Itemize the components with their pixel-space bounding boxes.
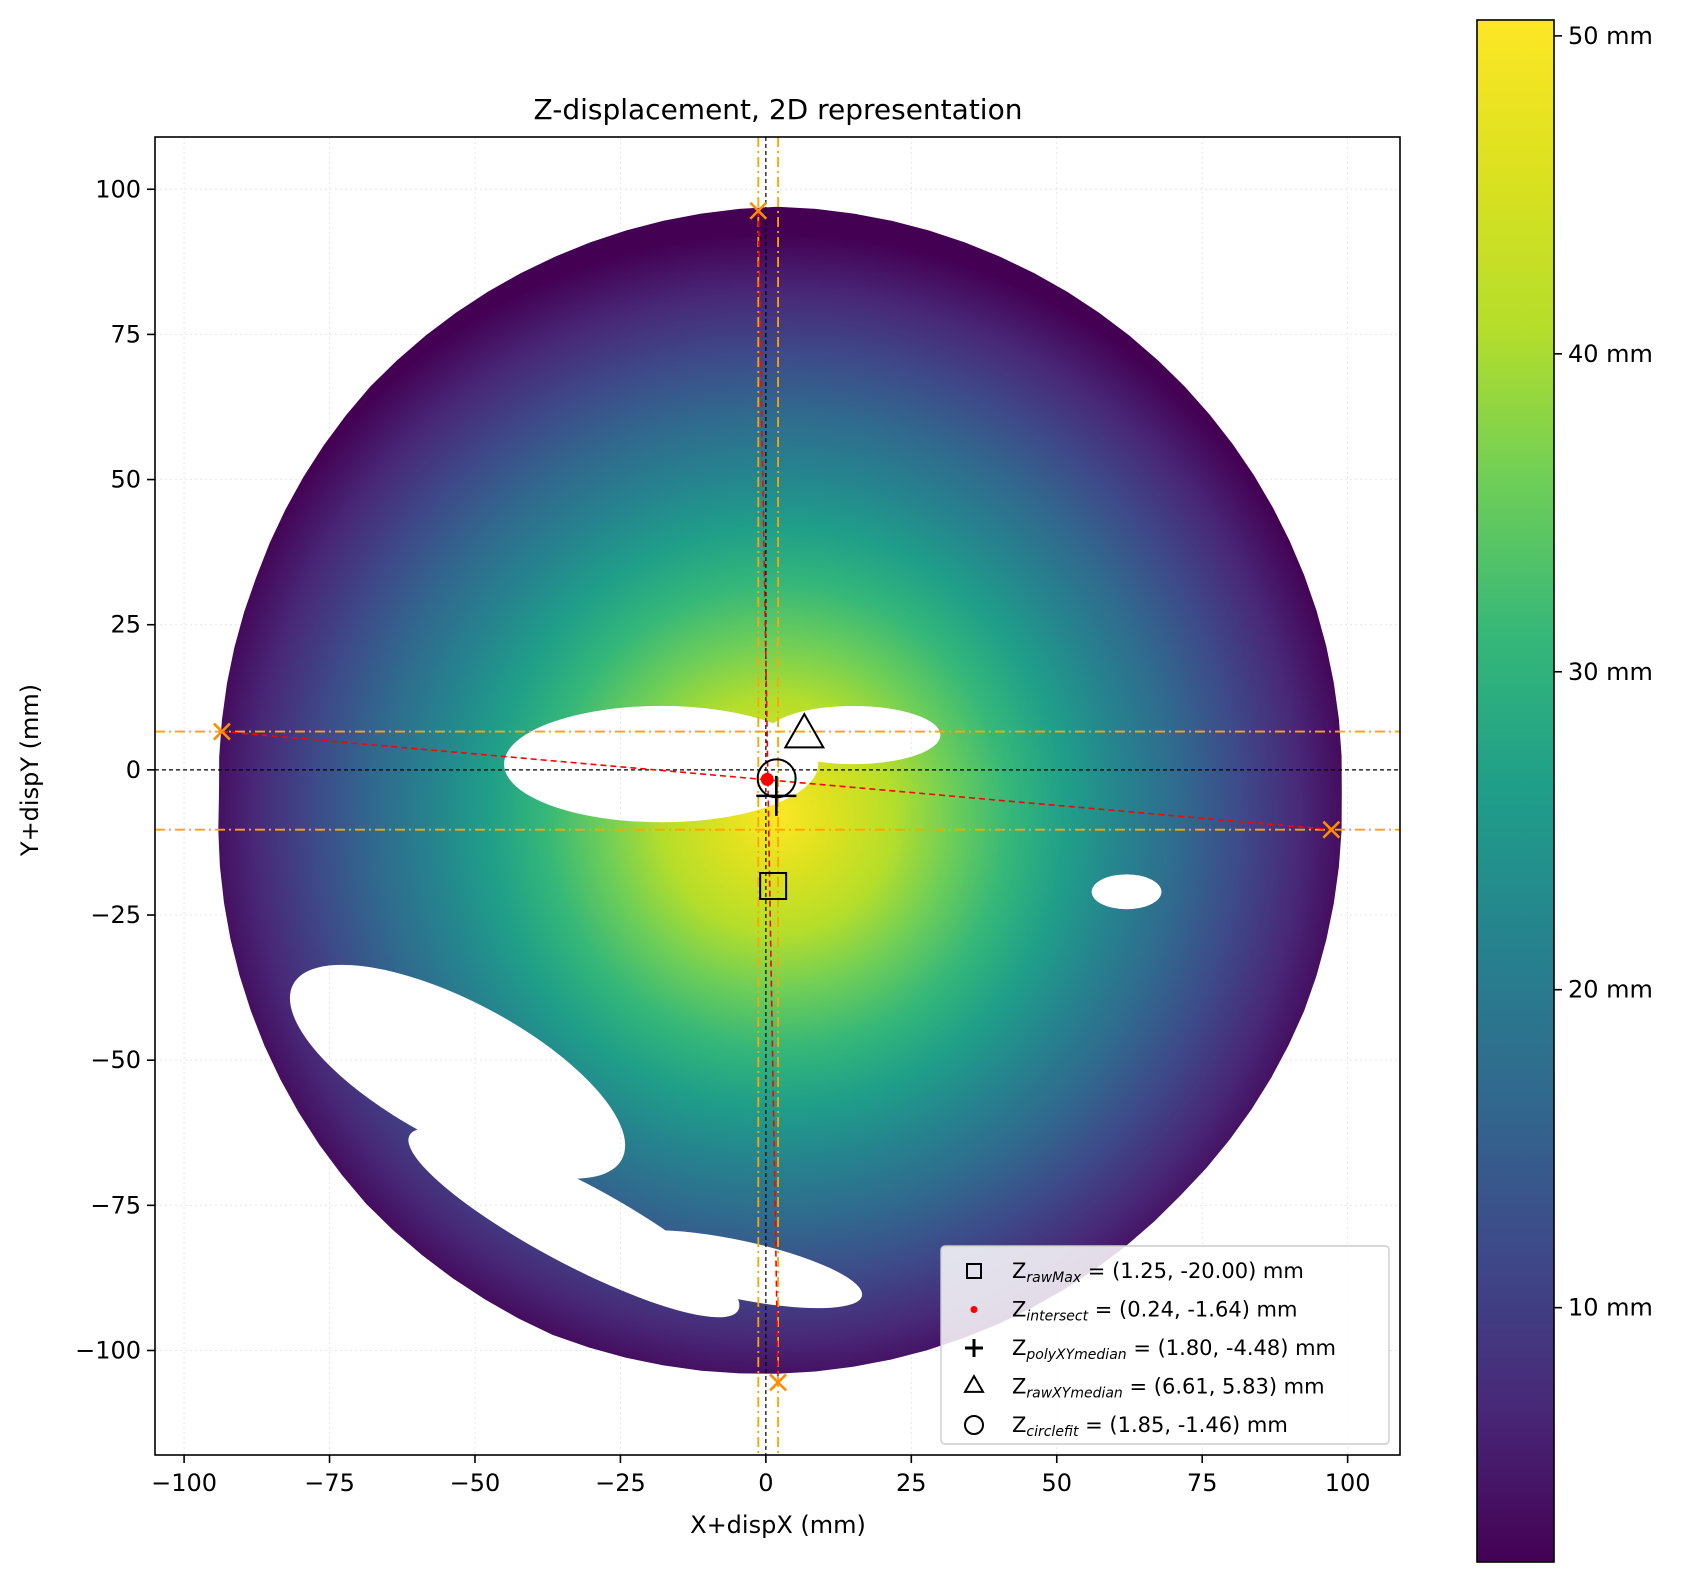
y-tick-label: −75 [90, 1191, 141, 1219]
z-intersect-marker [760, 772, 774, 786]
intersect-line [221, 730, 1332, 831]
z-polyxymedian-marker [756, 775, 797, 816]
colorbar-tick-label: 30 mm [1568, 658, 1653, 686]
center-markers [756, 712, 826, 900]
legend-symbol [970, 1306, 978, 1313]
legend-symbol [963, 1374, 985, 1393]
colorbar-tick-label: 20 mm [1568, 976, 1653, 1004]
legend-entry-label: ZrawMax = (1.25, -20.00) mm [1012, 1259, 1304, 1286]
chart-title: Z-displacement, 2D representation [534, 93, 1023, 126]
y-tick-label: 50 [110, 466, 141, 494]
x-tick-label: −25 [595, 1469, 646, 1497]
y-tick-label: 100 [95, 175, 141, 203]
edge-points [212, 201, 1341, 1392]
x-tick-label: 25 [896, 1469, 927, 1497]
y-tick-label: 0 [126, 756, 141, 784]
plot-area: −100 −75 −50 −25 0 25 50 75 100 −100 −75 −50 −25 0 25… [75, 136, 1401, 1497]
legend-box [940, 1245, 1390, 1445]
y-tick-label: −25 [90, 901, 141, 929]
x-tick-label: 75 [1187, 1469, 1218, 1497]
colorbar-tick-label: 10 mm [1568, 1294, 1653, 1322]
x-tick-label: −100 [151, 1469, 217, 1497]
y-tick-label: −100 [75, 1336, 141, 1364]
x-tick-label: 100 [1325, 1469, 1371, 1497]
legend-entry-label: Zcirclefit = (1.85, -1.46) mm [1012, 1413, 1288, 1440]
y-tick-label: 25 [110, 611, 141, 639]
axes-frame [154, 136, 1401, 1456]
edge-point-marker [749, 201, 768, 220]
x-tick-label: −75 [304, 1469, 355, 1497]
edge-point-marker [769, 1373, 788, 1392]
y-axis-ticks: −100 −75 −50 −25 0 25 50 75 100 [75, 175, 155, 1364]
legend-symbol [964, 1415, 984, 1435]
x-axis-label: X+dispX (mm) [690, 1511, 866, 1539]
x-tick-label: −50 [450, 1469, 501, 1497]
colorbar-gradient [1476, 19, 1555, 1563]
z-rawmax-marker [759, 871, 788, 900]
y-tick-label: 75 [110, 320, 141, 348]
x-tick-label: 0 [758, 1469, 773, 1497]
colorbar: 10 mm 20 mm 30 mm 40 mm 50 mm [1476, 19, 1653, 1563]
z-rawxymedian-marker [783, 712, 826, 749]
edge-point-marker [1322, 820, 1341, 839]
x-tick-label: 50 [1041, 1469, 1072, 1497]
colorbar-tick-label: 40 mm [1568, 340, 1653, 368]
legend-entry-label: Zintersect = (0.24, -1.64) mm [1012, 1298, 1297, 1325]
colorbar-ticks: 10 mm 20 mm 30 mm 40 mm 50 mm [1554, 22, 1653, 1322]
legend-entry-label: ZrawXYmedian = (6.61, 5.83) mm [1012, 1375, 1325, 1402]
legend-symbol [966, 1263, 982, 1279]
legend: ZrawMax = (1.25, -20.00) mm Zintersect = … [940, 1245, 1390, 1445]
y-tick-label: −50 [90, 1046, 141, 1074]
x-axis-ticks: −100 −75 −50 −25 0 25 50 75 100 [151, 1455, 1371, 1497]
colorbar-tick-label: 50 mm [1568, 22, 1653, 50]
edge-point-marker [212, 722, 231, 741]
legend-entry-label: ZpolyXYmedian = (1.80, -4.48) mm [1012, 1336, 1336, 1363]
y-axis-label: Y+dispY (mm) [16, 684, 44, 857]
legend-symbol [965, 1339, 983, 1357]
